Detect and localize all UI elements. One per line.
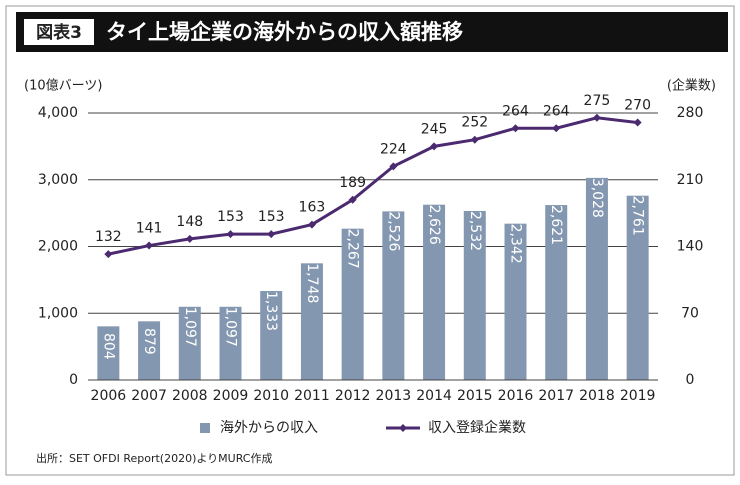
line-marker (470, 135, 479, 144)
bar-value-label: 3,028 (589, 178, 605, 218)
line (108, 116, 638, 256)
x-tick-label: 2006 (91, 388, 127, 404)
line-value-label: 224 (380, 141, 407, 157)
bar-value-label: 2,761 (630, 196, 646, 236)
frame (5, 5, 735, 476)
line-marker (307, 220, 316, 229)
line-marker (267, 230, 276, 239)
line-marker (552, 124, 561, 133)
bar-value-label: 2,626 (426, 205, 442, 245)
line-value-label: 141 (136, 221, 163, 237)
x-tick-label: 2018 (579, 388, 615, 404)
y-tick-label: 2,000 (38, 239, 78, 255)
bar-value-label: 879 (141, 328, 157, 355)
bar (463, 210, 486, 380)
line-value-label: 148 (176, 214, 203, 230)
y2-tick-label: 70 (681, 305, 699, 321)
line-value-label: 264 (502, 103, 529, 119)
bar-value-label: 2,532 (467, 211, 483, 251)
bar (504, 223, 527, 380)
y2-axis-label: (企業数) (667, 78, 716, 94)
line-value-label: 132 (95, 229, 122, 245)
bar-value-label: 1,097 (223, 307, 239, 347)
bar-value-label: 1,748 (304, 263, 320, 303)
x-tick-label: 2007 (131, 388, 167, 404)
line-value-label: 264 (543, 103, 570, 119)
bar (341, 228, 364, 380)
legend-label: 収入登録企業数 (428, 419, 526, 436)
bar-value-label: 1,097 (182, 307, 198, 347)
bar (260, 291, 283, 380)
chart-title: タイ上場企業の海外からの収入額推移 (106, 20, 463, 44)
bar (219, 306, 242, 380)
x-tick-label: 2011 (294, 388, 330, 404)
x-tick-label: 2012 (335, 388, 371, 404)
legend-swatch (200, 423, 210, 433)
bar (545, 205, 568, 380)
bar-value-label: 804 (100, 333, 116, 360)
line-value-label: 252 (461, 115, 488, 131)
line-value-label: 245 (421, 121, 448, 137)
line-marker (104, 250, 113, 259)
badge-label: 図表3 (36, 22, 82, 43)
x-tick-label: 2016 (498, 388, 534, 404)
line-value-label: 275 (584, 93, 611, 109)
x-tick-label: 2013 (376, 388, 412, 404)
line-value-label: 270 (624, 98, 651, 114)
bar (423, 204, 446, 380)
bar (97, 326, 120, 380)
bar (178, 306, 201, 380)
legend-label: 海外からの収入 (220, 420, 318, 436)
bar-value-label: 2,267 (345, 229, 361, 269)
x-tick-label: 2010 (253, 388, 289, 404)
legend-marker (399, 424, 407, 432)
bar-value-label: 1,333 (263, 291, 279, 331)
line-value-label: 153 (217, 209, 244, 225)
line-value-label: 153 (258, 209, 285, 225)
bar (626, 195, 649, 380)
bar-value-label: 2,621 (548, 205, 564, 245)
y2-tick-label: 140 (677, 239, 704, 255)
x-tick-label: 2015 (457, 388, 493, 404)
line-marker (592, 113, 601, 122)
bar (382, 211, 405, 380)
badge (24, 19, 94, 45)
y-tick-label: 4,000 (38, 105, 78, 121)
x-tick-label: 2008 (172, 388, 208, 404)
line-marker (145, 241, 154, 250)
y2-tick-label: 210 (677, 172, 704, 188)
line-marker (348, 195, 357, 204)
line-marker (633, 118, 642, 127)
title-bar (16, 12, 728, 52)
bar (138, 321, 161, 380)
x-tick-label: 2009 (213, 388, 249, 404)
line-marker (226, 230, 235, 239)
bar (300, 263, 323, 380)
y-axis-label: (10億バーツ) (24, 78, 102, 94)
x-tick-label: 2014 (416, 388, 452, 404)
x-tick-label: 2017 (538, 388, 574, 404)
bar-value-label: 2,526 (385, 211, 401, 251)
bar-value-label: 2,342 (508, 224, 524, 264)
line-marker (430, 142, 439, 151)
source: 出所：SET OFDI Report(2020)よりMURC作成 (36, 451, 272, 465)
y2-tick-label: 0 (686, 372, 695, 388)
y-tick-label: 0 (69, 372, 78, 388)
x-tick-label: 2019 (620, 388, 656, 404)
line-marker (185, 234, 194, 243)
bar (585, 177, 608, 380)
line-marker (389, 162, 398, 171)
y2-tick-label: 280 (677, 105, 704, 121)
line-value-label: 189 (339, 175, 366, 191)
y-tick-label: 3,000 (38, 172, 78, 188)
line-value-label: 163 (299, 200, 326, 216)
line-marker (511, 124, 520, 133)
y-tick-label: 1,000 (38, 305, 78, 321)
